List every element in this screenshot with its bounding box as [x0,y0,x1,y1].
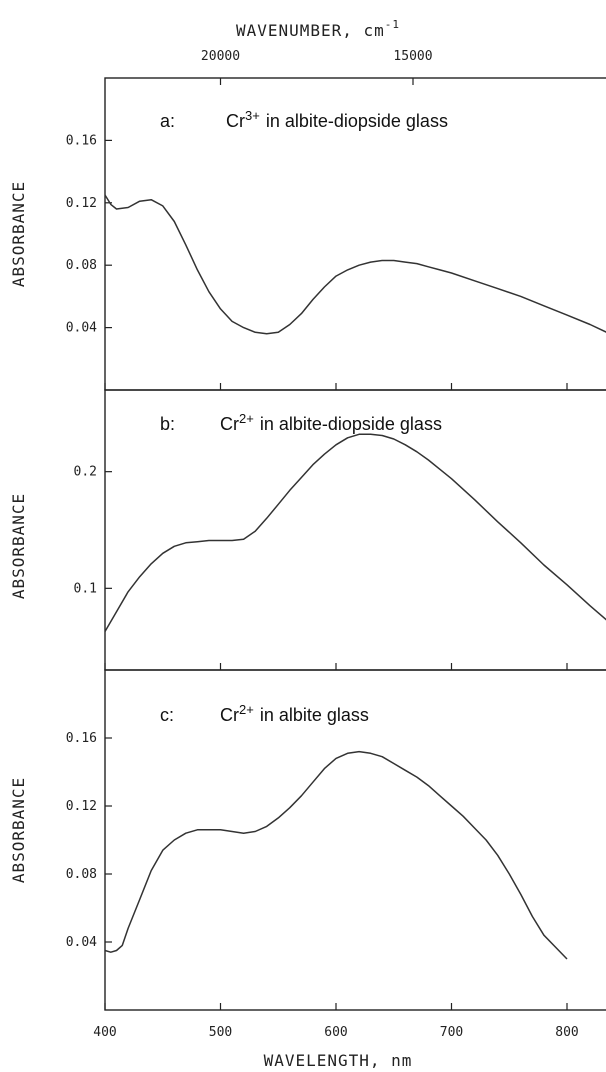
x-tick-label: 500 [209,1025,232,1040]
panel-a-title: a: Cr3+ in albite-diopside glass [160,108,448,131]
y-tick-label: 0.2 [74,465,97,480]
x-tick-label: 800 [555,1025,578,1040]
y-tick-label: 0.12 [66,196,97,211]
top-axis-title: WAVENUMBER, cm-1 [236,18,400,40]
top-tick-label-15000: 15000 [393,49,432,64]
bottom-axis: 400 500 600 700 800 [93,1025,578,1040]
panel-b-x-ticks [104,663,568,670]
y-tick-label: 0.08 [66,258,97,273]
panel-a-ylabel: ABSORBANCE [9,181,28,287]
y-tick-label: 0.04 [66,321,97,336]
panel-a: a: Cr3+ in albite-diopside glass ABSORBAN… [9,77,606,391]
panel-a-absorbance-curve [104,194,606,335]
y-tick-label: 0.1 [74,581,97,596]
panel-a-x-ticks [104,383,568,390]
panel-b-ylabel: ABSORBANCE [9,493,28,599]
y-tick-label: 0.12 [66,799,97,814]
panel-c-title: c: Cr2+ in albite glass [160,702,369,725]
y-tick-label: 0.08 [66,867,97,882]
panel-b-title: b: Cr2+ in albite-diopside glass [160,411,442,434]
panel-c-x-ticks [104,1003,568,1010]
panel-c-absorbance-curve [104,750,568,960]
panel-a-y-ticks: 0.04 0.08 0.12 0.16 [66,133,112,336]
panel-b-absorbance-curve [104,433,606,632]
top-axis: WAVENUMBER, cm-1 20000 15000 [201,18,433,85]
panel-c-y-ticks: 0.04 0.08 0.12 0.16 [66,731,112,950]
panel-b-y-ticks: 0.1 0.2 [74,465,112,596]
bottom-axis-title: WAVELENGTH, nm [264,1051,413,1070]
x-tick-label: 700 [440,1025,463,1040]
x-tick-label: 400 [93,1025,116,1040]
panel-c-frame [104,669,606,1011]
y-tick-label: 0.16 [66,731,97,746]
top-tick-label-20000: 20000 [201,49,240,64]
y-tick-label: 0.16 [66,133,97,148]
panel-b: b: Cr2+ in albite-diopside glass ABSORBAN… [9,389,606,671]
x-tick-label: 600 [324,1025,347,1040]
panel-c: c: Cr2+ in albite glass ABSORBANCE 0.040.… [9,669,606,1011]
y-tick-label: 0.04 [66,935,97,950]
panel-c-ylabel: ABSORBANCE [9,777,28,883]
